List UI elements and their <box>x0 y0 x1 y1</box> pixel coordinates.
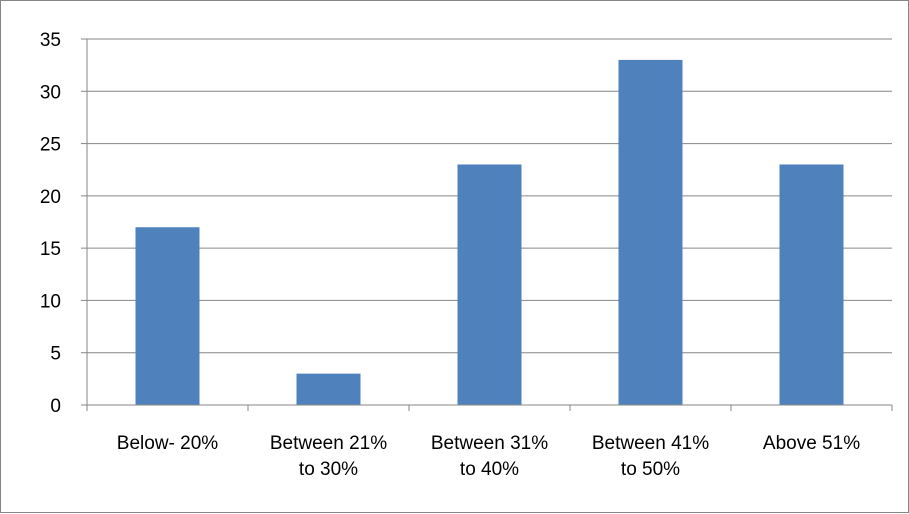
bar <box>457 164 522 405</box>
x-category-label: Between 31% to 40% <box>431 433 548 480</box>
x-category-label: Below- 20% <box>117 433 218 454</box>
y-tick-label: 5 <box>50 344 61 365</box>
y-tick-label: 0 <box>50 396 61 417</box>
x-category-labels: Below- 20% Between 21% to 30% Between 31% to… <box>117 433 860 480</box>
x-category-label: Above 51% <box>763 433 860 454</box>
y-tick-labels: 0 5 10 15 20 25 30 35 <box>40 30 61 417</box>
y-tick-label: 15 <box>40 239 61 260</box>
x-category-label: Between 41% to 50% <box>592 433 709 480</box>
x-category-label-line: to 40% <box>460 459 519 480</box>
y-tick-label: 20 <box>40 187 61 208</box>
x-category-label-line: to 50% <box>621 459 680 480</box>
y-tick-label: 10 <box>40 291 61 312</box>
x-category-label-line: to 30% <box>299 459 358 480</box>
x-category-label-line: Below- 20% <box>117 433 218 454</box>
x-category-label: Between 21% to 30% <box>270 433 387 480</box>
x-category-label-line: Between 31% <box>431 433 548 454</box>
bar <box>296 373 361 405</box>
bar <box>135 227 200 405</box>
y-tick-label: 30 <box>40 82 61 103</box>
bar <box>779 164 844 405</box>
axes <box>81 38 893 411</box>
y-tick-label: 35 <box>40 30 61 51</box>
bars <box>135 59 844 406</box>
bar <box>618 59 683 406</box>
x-category-label-line: Between 21% <box>270 433 387 454</box>
x-category-label-line: Above 51% <box>763 433 860 454</box>
y-tick-label: 25 <box>40 135 61 156</box>
x-category-label-line: Between 41% <box>592 433 709 454</box>
